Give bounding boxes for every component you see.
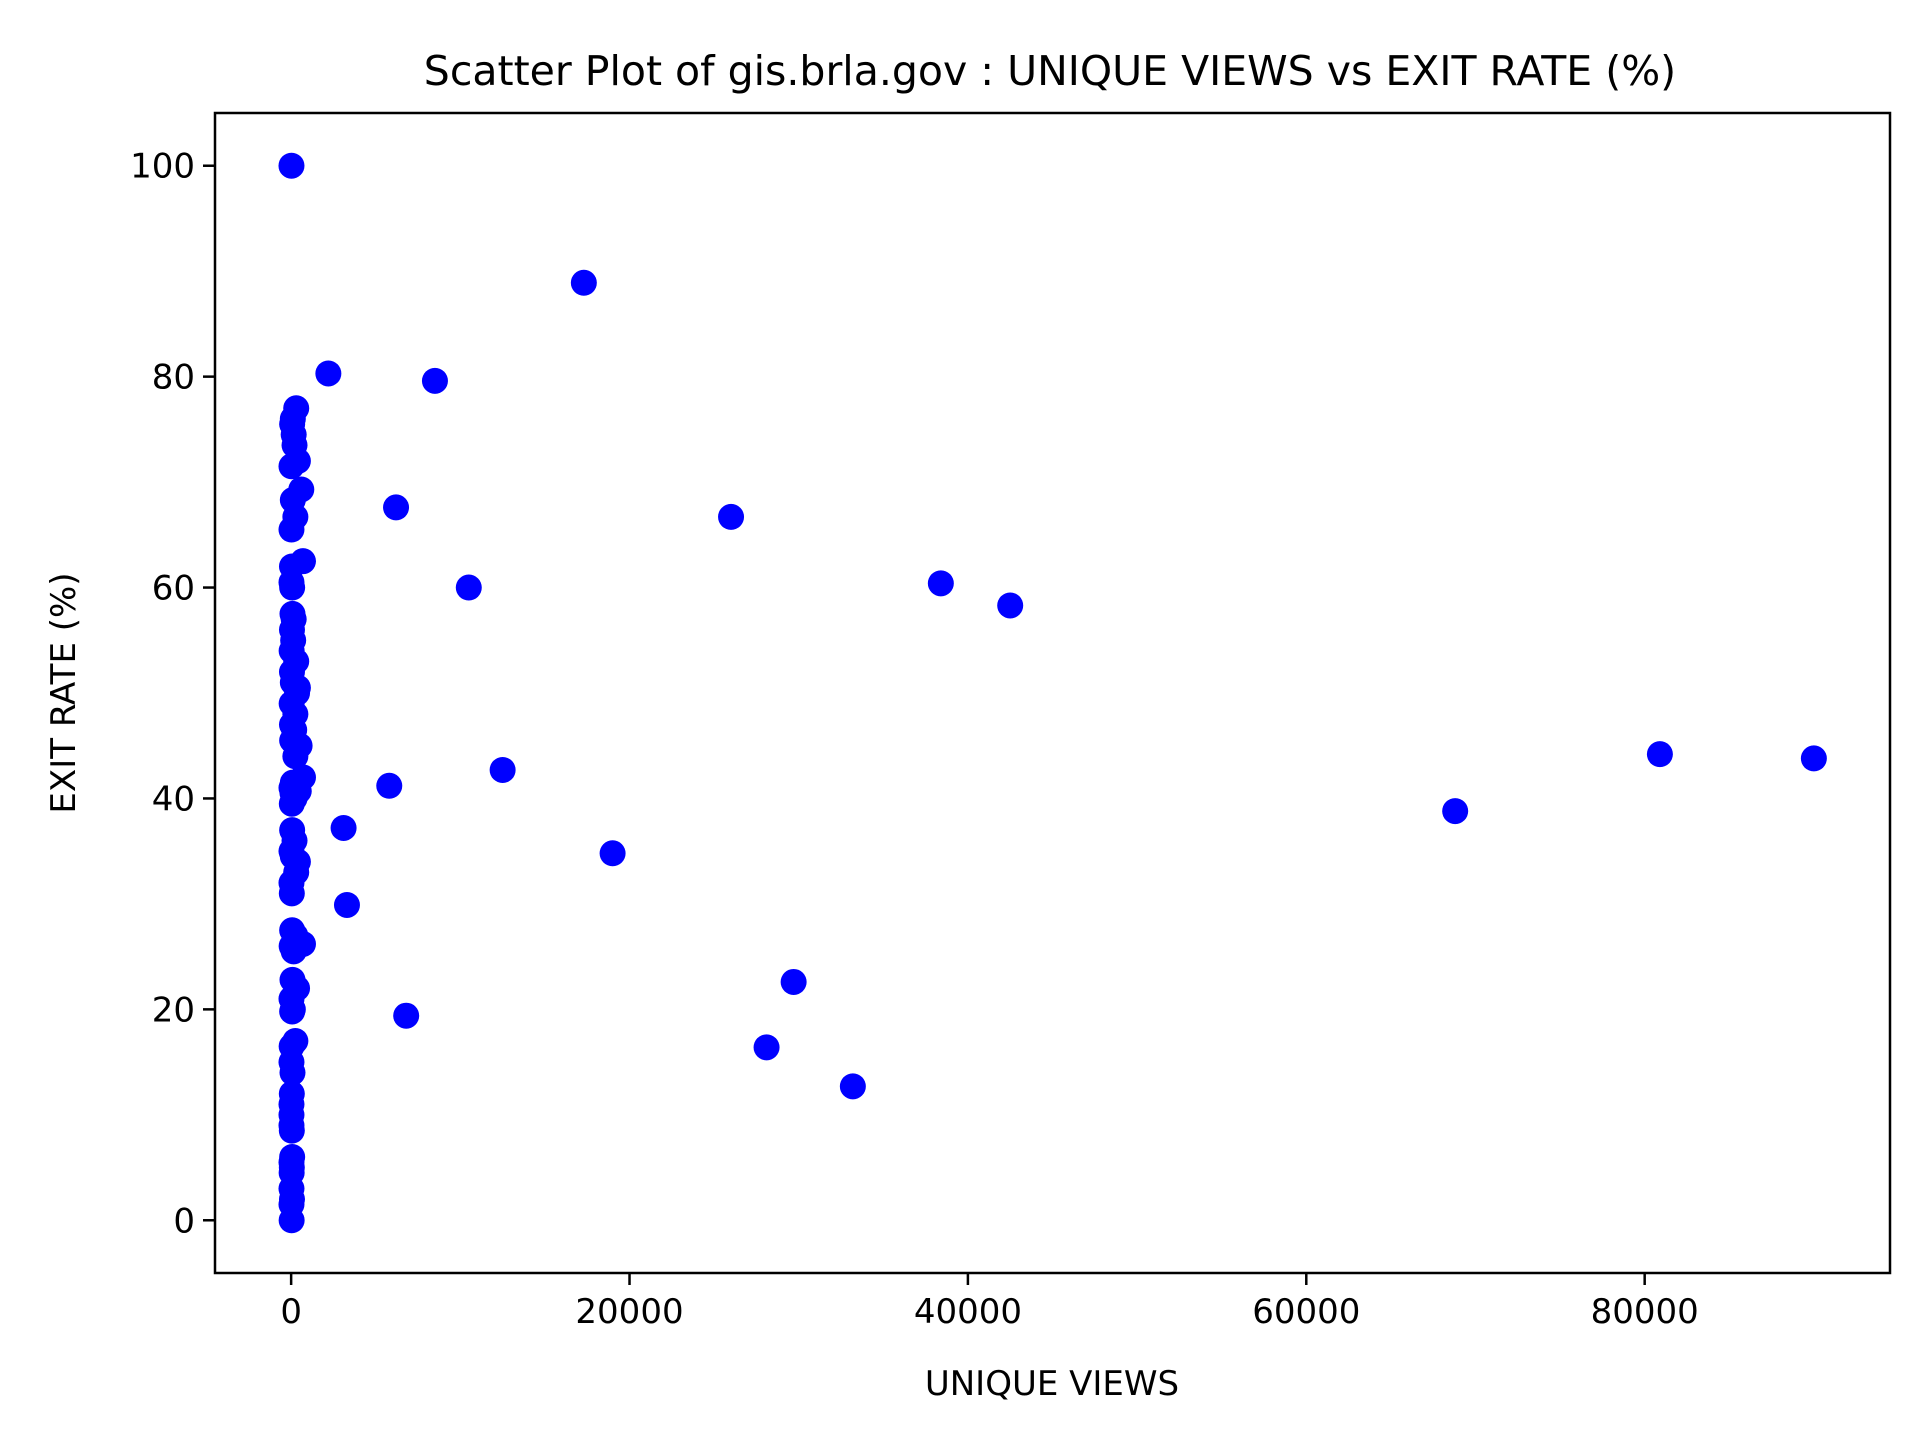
data-point (315, 360, 342, 387)
y-tick-label: 80 (152, 358, 195, 398)
data-point (1800, 745, 1827, 772)
y-tick-label: 0 (173, 1201, 195, 1241)
y-tick-label: 100 (130, 147, 195, 187)
data-point (1646, 741, 1673, 768)
data-point (570, 269, 597, 296)
data-point (278, 1117, 305, 1144)
data-point (421, 367, 448, 394)
data-point (333, 891, 360, 918)
data-point (753, 1034, 780, 1061)
data-point (839, 1073, 866, 1100)
y-axis: 0 20 40 60 80 100 (130, 147, 215, 1241)
data-point (393, 1002, 420, 1029)
x-tick-label: 20000 (575, 1292, 683, 1332)
data-point (718, 503, 745, 530)
data-point (780, 968, 807, 995)
data-point (376, 772, 403, 799)
data-point (279, 998, 306, 1025)
x-axis: 0 20000 40000 60000 80000 (280, 1273, 1699, 1332)
data-point (280, 938, 307, 965)
data-point (927, 570, 954, 597)
data-point (278, 1207, 305, 1234)
data-point (278, 152, 305, 179)
plot-frame (213, 111, 1892, 1275)
y-axis-label: EXIT RATE (%) (44, 572, 84, 813)
x-tick-label: 0 (280, 1292, 302, 1332)
data-point (278, 880, 305, 907)
data-point (455, 574, 482, 601)
data-point (330, 814, 357, 841)
data-point (278, 453, 305, 480)
data-point (279, 1059, 306, 1086)
x-tick-label: 80000 (1591, 1292, 1699, 1332)
data-point (279, 574, 306, 601)
data-point (285, 778, 312, 805)
chart-title: Scatter Plot of gis.brla.gov : UNIQUE VI… (424, 47, 1676, 95)
data-points (278, 152, 1827, 1234)
x-axis-label: UNIQUE VIEWS (925, 1364, 1179, 1404)
x-tick-label: 60000 (1252, 1292, 1360, 1332)
data-point (489, 756, 516, 783)
x-tick-label: 40000 (914, 1292, 1022, 1332)
data-point (1442, 798, 1469, 825)
data-point (599, 840, 626, 867)
y-tick-label: 40 (152, 779, 195, 819)
data-point (278, 516, 305, 543)
y-tick-label: 20 (152, 990, 195, 1030)
data-point (383, 494, 410, 521)
y-tick-label: 60 (152, 569, 195, 609)
data-point (997, 592, 1024, 619)
data-point (282, 743, 309, 770)
